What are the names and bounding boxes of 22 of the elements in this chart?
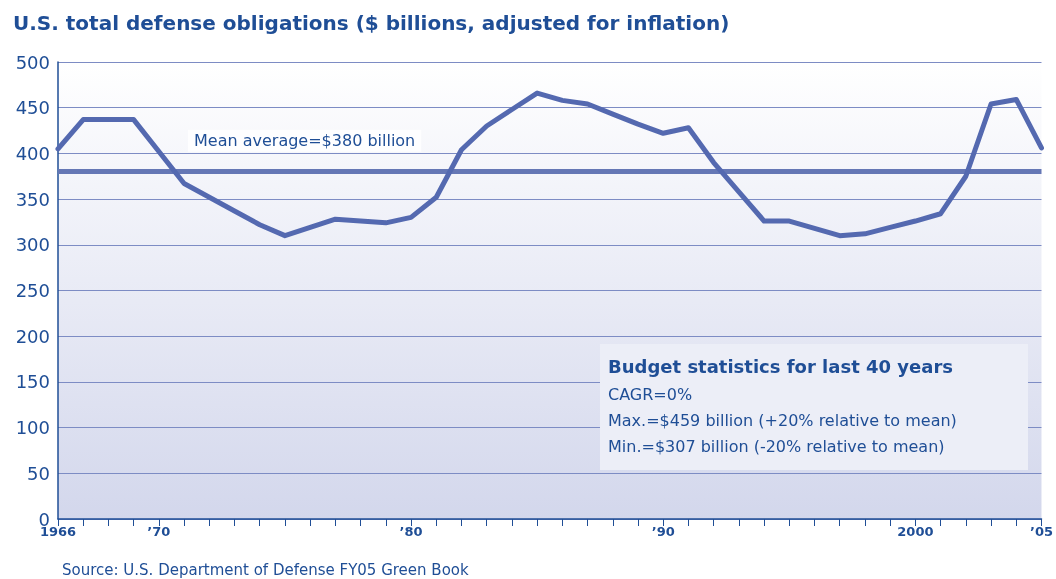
x-tick-label: ’80 — [399, 524, 423, 539]
y-tick-label: 250 — [15, 280, 50, 301]
y-tick-label: 500 — [15, 51, 50, 73]
y-tick-label: 100 — [15, 417, 50, 439]
y-tick-label: 50 — [27, 462, 50, 484]
annotation: Budget statistics for last 40 years — [608, 355, 954, 379]
x-tick-label: ’70 — [147, 524, 171, 539]
x-tick-label: 2000 — [897, 524, 934, 539]
y-tick-label: 350 — [15, 188, 50, 210]
annotation: CAGR=0% — [608, 384, 694, 406]
y-tick-label: 200 — [15, 325, 50, 347]
annotation: Max.=$459 billion (+20% relative to mean) — [608, 410, 958, 432]
annotation: Min.=$307 billion (-20% relative to mean) — [608, 436, 946, 458]
y-tick-label: 150 — [15, 371, 50, 393]
y-tick-label: 400 — [15, 142, 50, 164]
source-note: Source: U.S. Department of Defense FY05 Green Book — [62, 560, 469, 579]
x-tick-label: ’05 — [1029, 524, 1053, 539]
y-tick-label: 300 — [15, 234, 50, 256]
ref-line-label: Mean average=$380 billion — [194, 131, 416, 151]
y-tick-label: 450 — [15, 97, 50, 119]
chart-title: U.S. total defense obligations ($ billions, adjusted for inflation) — [13, 11, 730, 35]
x-tick-label: ’90 — [651, 524, 675, 539]
